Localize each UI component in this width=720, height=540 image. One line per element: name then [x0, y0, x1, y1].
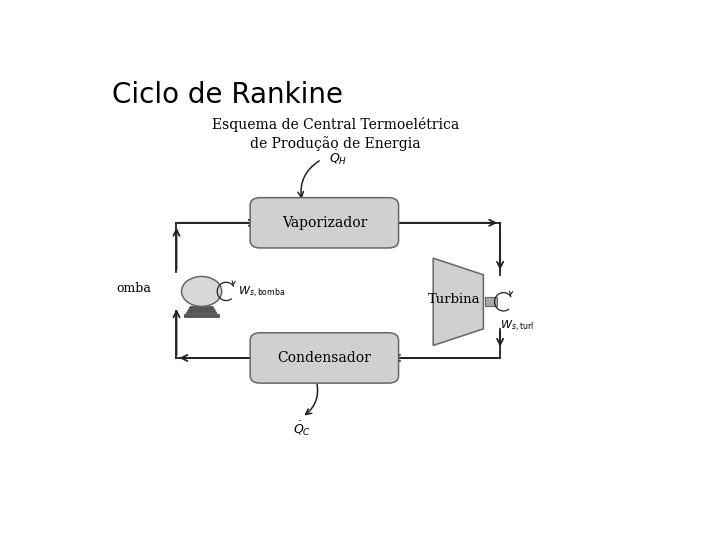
Polygon shape — [186, 306, 217, 314]
Text: $\dot{Q}_C$: $\dot{Q}_C$ — [293, 419, 311, 438]
Circle shape — [181, 276, 222, 306]
Text: Vaporizador: Vaporizador — [282, 216, 367, 230]
Text: Turbina: Turbina — [428, 293, 480, 306]
Text: $\dot{Q}_H$: $\dot{Q}_H$ — [329, 148, 347, 167]
Text: $W_{s,\mathrm{bomba}}$: $W_{s,\mathrm{bomba}}$ — [238, 285, 286, 300]
FancyBboxPatch shape — [485, 297, 497, 306]
Polygon shape — [433, 258, 483, 346]
Text: omba: omba — [116, 281, 150, 295]
Text: $W_{s,\mathrm{turl}}$: $W_{s,\mathrm{turl}}$ — [500, 319, 534, 334]
FancyBboxPatch shape — [250, 198, 399, 248]
Polygon shape — [184, 314, 220, 317]
Text: Ciclo de Rankine: Ciclo de Rankine — [112, 82, 343, 110]
Text: Condensador: Condensador — [277, 351, 372, 365]
FancyBboxPatch shape — [250, 333, 399, 383]
Text: Esquema de Central Termoelétrica
de Produção de Energia: Esquema de Central Termoelétrica de Prod… — [212, 117, 459, 151]
